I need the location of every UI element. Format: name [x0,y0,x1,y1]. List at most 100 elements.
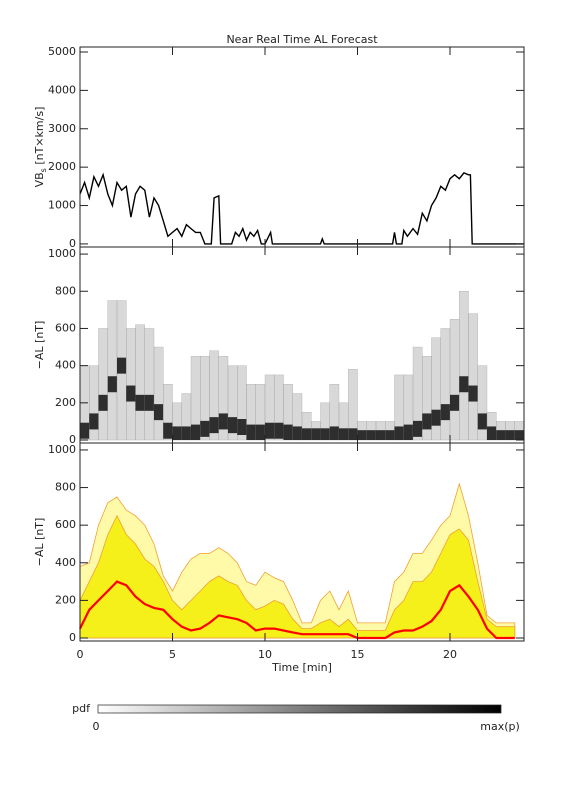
y-tick-label: 0 [69,237,76,250]
pdf-core [376,430,386,441]
pdf-core [413,420,423,437]
x-tick-label: 10 [258,648,272,661]
pdf-core [477,413,487,430]
pdf-core [394,426,404,441]
pdf-core [154,404,164,421]
y-tick-label: 600 [55,518,76,531]
pdf-core [200,420,210,437]
y-tick-label: 0 [69,631,76,644]
pdf-core [265,422,275,439]
panel [79,482,516,640]
pdf-core [274,422,284,439]
median-line [79,580,515,640]
pdf-core [403,424,413,441]
pdf-core [246,424,256,441]
pdf-core [459,376,469,393]
y-tick-label: 600 [55,321,76,334]
y-tick-label: 4000 [48,83,76,96]
pdf-core [357,430,367,441]
pdf-core [80,422,90,439]
pdf-core [422,413,432,430]
pdf-core [468,385,478,402]
y-tick-label: 0 [69,433,76,446]
pdf-core [163,422,173,439]
pdf-core [98,394,108,411]
pdf-core [292,426,302,441]
x-tick-label: 20 [443,648,457,661]
pdf-extent [144,328,155,441]
pdf-core [218,413,228,430]
pdf-core [283,424,293,441]
pdf-core [255,424,265,441]
y-tick-label: 1000 [48,443,76,456]
pdf-core [228,417,238,434]
x-tick-label: 5 [169,648,176,661]
pdf-core [366,430,376,441]
y-tick-label: 200 [55,396,76,409]
y-tick-label: 3000 [48,122,76,135]
y-label-main: VB [33,172,46,187]
pdf-core [320,428,330,441]
pdf-extent [459,291,469,441]
y-tick-label: 5000 [48,45,76,58]
colorbar-max: max(p) [480,720,520,733]
pdf-core [339,428,349,441]
pdf-extent [135,324,145,441]
percentile-area [79,514,516,639]
pdf-core [126,385,136,402]
pdf-extent [126,328,136,441]
pdf-core [487,426,497,441]
pdf-core [181,426,191,441]
pdf-core [505,430,515,441]
pdf-core [191,424,201,441]
pdf-extent [107,300,118,441]
panel-frame [79,442,525,642]
y-label-sub: s [39,168,48,172]
y-tick-label: 400 [55,556,76,569]
panel [79,172,524,245]
pdf-extent [98,328,108,441]
pdf-extent [477,365,488,441]
pdf-core [440,404,450,421]
pdf-core [496,430,506,441]
vbs-line [79,172,524,245]
y-tick-label: 400 [55,359,76,372]
pdf-core [514,430,524,441]
y-label-rest: [nT×km/s] [33,107,46,169]
pdf-core [348,428,358,441]
pdf-extent [449,319,460,441]
y-axis-label: −AL [nT] [33,518,46,567]
pdf-core [431,409,441,426]
pdf-core [302,428,312,441]
x-axis-label: Time [min] [271,661,332,674]
x-tick-label: 15 [351,648,365,661]
pdf-core [329,426,339,441]
y-tick-label: 800 [55,481,76,494]
x-tick-label: 0 [77,648,84,661]
pdf-extent [440,328,451,441]
pdf-core [385,430,395,441]
pdf-core [144,394,154,411]
pdf-core [135,394,145,411]
pdf-core [209,417,219,434]
pdf-core [172,426,182,441]
pdf-core [117,357,127,374]
y-tick-label: 800 [55,284,76,297]
y-axis-label: −AL [nT] [33,321,46,370]
pdf-core [89,413,99,430]
y-tick-label: 1000 [48,199,76,212]
pdf-extent [468,313,478,441]
pdf-core [107,376,117,393]
y-tick-label: 1000 [48,247,76,260]
y-axis-label: VBs [nT×km/s] [33,107,48,188]
pdf-core [311,428,321,441]
y-tick-label: 200 [55,593,76,606]
pdf-core [450,394,460,411]
y-tick-label: 2000 [48,160,76,173]
panel-frame [79,46,525,248]
colorbar-label: pdf [72,702,91,715]
colorbar [97,704,502,714]
pdf-core [237,419,247,436]
panel [79,291,525,441]
